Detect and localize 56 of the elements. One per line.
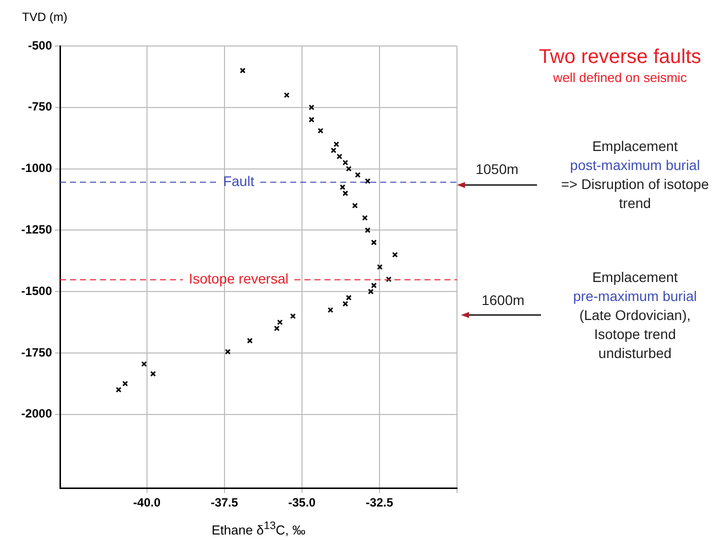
point [274,326,280,332]
text: (Late Ordovician), Isotope trend undisturbed [578,306,692,363]
text: => Disruption of isotope trend [560,175,710,213]
point [392,252,398,258]
point [346,166,352,172]
y-axis-title: TVD (m) [22,10,68,24]
point [116,386,122,393]
x-tick-label: -37.5 [210,496,238,510]
point [284,92,290,98]
point [240,68,246,74]
y-tick-label: -1250 [21,222,52,236]
point [224,348,231,355]
point [336,154,342,160]
point [346,294,352,301]
point [246,338,253,344]
text: Emplacement [591,137,679,156]
y-tick-label: -500 [28,38,52,52]
x-tick-label: -32.5 [366,496,394,510]
y-tick-label: -2000 [21,406,52,421]
text: Two reverse faults [538,46,702,69]
point [277,319,283,326]
point [141,361,147,367]
text: 1600m [480,291,526,310]
point [122,380,128,387]
point [371,282,377,288]
x-tick-label: -35.0 [288,496,316,510]
y-tick-label: -1000 [21,161,52,176]
x-axis-title: Ethane δ$^{13}$C, ‰ [210,520,306,538]
text: post-maximum burial [569,156,701,175]
y-tick-label: -750 [28,100,52,114]
point [290,313,296,319]
point [368,288,374,294]
y-tick-label: -1500 [21,284,52,298]
text: well defined on seismic [552,70,688,85]
point [371,240,377,246]
text: pre-maximum burial [572,287,698,306]
point [352,202,358,208]
point [308,104,314,110]
point [342,300,348,307]
point [328,307,334,313]
ref-line-label: Fault [223,173,254,190]
point [376,264,383,270]
text: 1050m [474,160,520,179]
point [308,116,314,123]
point [354,172,361,178]
ref-line-label: Isotope reversal [188,270,288,287]
point [386,276,392,282]
point [342,160,348,166]
point [318,128,324,134]
point [150,370,156,377]
y-tick-label: -1750 [21,345,52,360]
text: Emplacement [591,268,679,287]
x-tick-label: -40.0 [133,496,161,510]
point [362,215,368,221]
point [364,227,371,234]
point [364,178,371,184]
